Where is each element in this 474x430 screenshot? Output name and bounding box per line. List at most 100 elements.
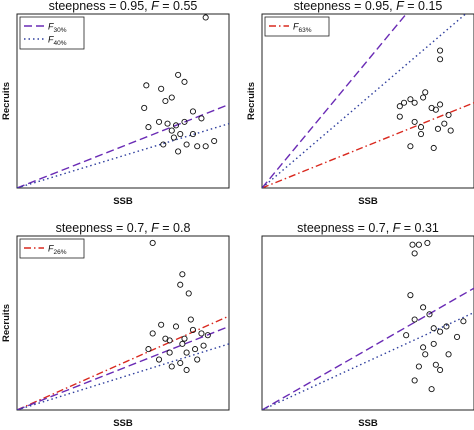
chart-title: steepness = 0.7, F = 0.31 [297, 221, 439, 235]
series-line-dotted [262, 311, 474, 410]
series-line-dotted [17, 122, 229, 188]
data-point [168, 363, 175, 370]
data-point [420, 344, 427, 351]
data-point [170, 134, 177, 141]
series-line-dashed [17, 103, 229, 188]
data-point [415, 241, 422, 248]
plot-frame [261, 13, 474, 189]
data-point [183, 349, 190, 356]
data-point [162, 97, 169, 105]
data-point [166, 337, 173, 344]
data-point [198, 115, 205, 122]
data-point [143, 82, 150, 89]
data-point [181, 118, 188, 125]
data-point [437, 328, 444, 335]
legend-entry: F26% [48, 244, 67, 257]
legend-entry: F30% [48, 22, 67, 35]
plot-frame [16, 13, 230, 189]
data-point [168, 94, 175, 101]
chart-panel-3: steepness = 0.7, F = 0.8 SSB Recruits F26% [1, 221, 230, 429]
data-point [437, 56, 444, 63]
data-point [155, 356, 163, 363]
series-line-dashdot [17, 315, 229, 410]
series-line-dashdot [262, 102, 474, 188]
data-point [149, 330, 156, 337]
data-point [189, 326, 197, 334]
data-point [409, 241, 416, 248]
data-point [211, 137, 218, 145]
legend: F30%F40% [19, 16, 85, 50]
data-point [187, 316, 194, 323]
data-point [460, 318, 467, 325]
data-point [411, 377, 418, 384]
data-point [415, 363, 422, 370]
data-point [428, 386, 435, 393]
x-axis-label: SSB [113, 418, 133, 429]
data-point [447, 127, 454, 134]
legend-box [19, 238, 85, 259]
data-point [430, 325, 437, 332]
data-point [149, 239, 156, 247]
data-point [179, 271, 186, 278]
data-point [175, 148, 182, 155]
data-point [424, 239, 431, 247]
series-line-dotted [17, 343, 229, 410]
data-point [160, 141, 167, 148]
data-point [411, 99, 418, 106]
data-point [189, 131, 197, 138]
legend-box [264, 16, 330, 37]
legend-entry: F63% [293, 22, 312, 35]
series-line-dashed [262, 14, 407, 188]
data-point [177, 359, 184, 367]
series-line-dashed [262, 287, 474, 410]
data-point [422, 89, 429, 96]
data-point [189, 108, 197, 115]
legend-entry: F40% [48, 35, 67, 48]
data-point [420, 94, 427, 101]
legend: F63% [264, 16, 330, 37]
data-point [407, 292, 414, 299]
data-point [445, 351, 452, 358]
data-point [437, 366, 444, 374]
data-point [158, 85, 165, 92]
data-point [183, 366, 190, 374]
data-point [202, 143, 209, 150]
data-point [430, 144, 437, 152]
data-point [411, 118, 418, 125]
data-point [432, 361, 439, 368]
data-point [407, 96, 414, 103]
data-point [437, 101, 444, 108]
data-point [422, 351, 429, 358]
y-axis-label: Recruits [246, 82, 257, 120]
data-point [200, 342, 207, 349]
chart-title: steepness = 0.95, F = 0.55 [49, 0, 198, 13]
data-point [437, 47, 444, 54]
data-point [181, 78, 188, 85]
x-axis-label: SSB [358, 196, 378, 207]
data-point [430, 340, 437, 347]
data-point [181, 335, 188, 342]
data-point [183, 141, 190, 148]
data-point [411, 250, 418, 257]
data-point [426, 311, 433, 318]
data-point [204, 332, 211, 339]
data-point [420, 304, 427, 311]
plot-frame [261, 235, 474, 411]
data-point [164, 120, 171, 127]
data-point [434, 125, 442, 132]
series-line-dotted [262, 14, 466, 188]
data-point [453, 333, 461, 340]
data-point [192, 346, 199, 353]
data-point [194, 356, 201, 363]
data-point [158, 321, 165, 328]
series-line-dashed [17, 325, 229, 410]
chart-panel-4: steepness = 0.7, F = 0.31 SSB [261, 221, 474, 429]
data-point [396, 103, 403, 110]
data-point [396, 113, 403, 120]
data-point [432, 106, 439, 113]
data-point [172, 323, 180, 330]
chart-title: steepness = 0.7, F = 0.8 [56, 221, 191, 235]
chart-panel-1: steepness = 0.95, F = 0.55 SSB Recruits F30… [1, 0, 230, 207]
data-point [400, 99, 408, 106]
